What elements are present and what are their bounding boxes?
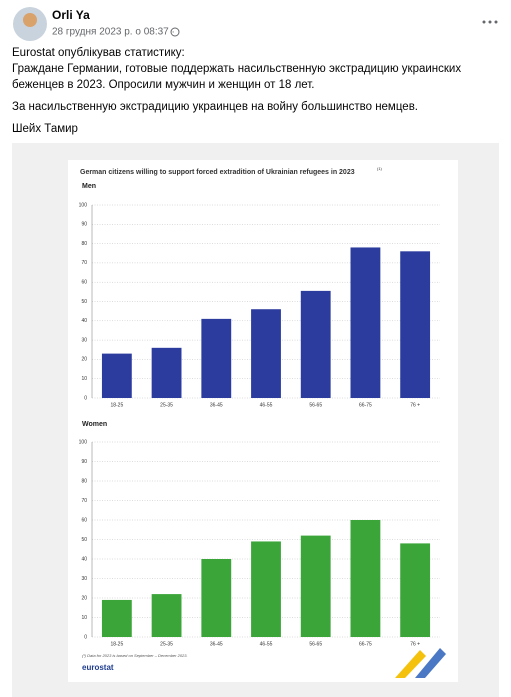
chart-title: German citizens willing to support force…	[80, 169, 355, 176]
bar	[101, 353, 132, 398]
timestamp[interactable]: 28 грудня 2023 р. о 08:37 ·	[52, 27, 175, 38]
x-tick-label: 76 +	[410, 402, 420, 408]
y-tick-label: 70	[81, 260, 87, 266]
logo-shape	[395, 650, 426, 678]
bar	[101, 599, 132, 637]
y-tick-label: 50	[81, 537, 87, 543]
dot	[482, 20, 486, 24]
title-note: (1)	[377, 166, 383, 171]
y-tick-label: 20	[81, 595, 87, 601]
bar	[201, 559, 232, 637]
dot	[494, 20, 498, 24]
post-text: Шейх Тамир	[12, 123, 78, 135]
bar	[400, 543, 431, 637]
bar	[251, 309, 281, 398]
x-tick-label: 36-45	[210, 402, 223, 408]
post-text: Граждане Германии, готовые поддержать на…	[12, 63, 461, 75]
author[interactable]: Orli Ya	[52, 8, 90, 22]
y-tick-label: 100	[79, 439, 88, 445]
x-tick-label: 66-75	[359, 641, 372, 647]
x-tick-label: 76 +	[410, 641, 420, 647]
post-text: За насильственную экстрадицию украинцев …	[12, 101, 418, 113]
logo: eurostat	[82, 663, 114, 672]
y-tick-label: 80	[81, 478, 87, 484]
bar	[251, 541, 281, 637]
x-tick-label: 66-75	[359, 402, 372, 408]
bar	[151, 594, 182, 637]
x-tick-label: 25-35	[160, 402, 173, 408]
x-tick-label: 18-25	[110, 402, 123, 408]
dot	[488, 20, 492, 24]
bar	[151, 347, 182, 398]
y-tick-label: 60	[81, 517, 87, 523]
y-tick-label: 100	[79, 202, 88, 208]
x-tick-label: 36-45	[210, 641, 223, 647]
y-tick-label: 40	[81, 318, 87, 324]
y-tick-label: 10	[81, 615, 87, 621]
avatar-face	[23, 13, 37, 27]
x-tick-label: 25-35	[160, 641, 173, 647]
bar	[300, 535, 331, 637]
y-tick-label: 30	[81, 576, 87, 582]
post-text: беженцев в 2023. Опросили мужчин и женщи…	[12, 79, 315, 91]
bar	[400, 251, 431, 398]
y-tick-label: 90	[81, 459, 87, 465]
x-tick-label: 46-55	[260, 402, 273, 408]
y-tick-label: 50	[81, 299, 87, 305]
y-tick-label: 0	[84, 634, 87, 640]
y-tick-label: 20	[81, 357, 87, 363]
y-tick-label: 0	[84, 395, 87, 401]
globe-icon	[170, 27, 180, 37]
bar	[300, 290, 331, 398]
y-tick-label: 90	[81, 222, 87, 228]
bar	[201, 318, 232, 398]
post-text: Eurostat опублікував статистику:	[12, 47, 185, 59]
chart-subtitle: Men	[82, 183, 96, 190]
x-tick-label: 18-25	[110, 641, 123, 647]
bar	[350, 520, 381, 637]
chart-subtitle: Women	[82, 421, 107, 428]
x-tick-label: 56-65	[309, 641, 322, 647]
menu-dots[interactable]	[482, 20, 498, 24]
y-tick-label: 40	[81, 556, 87, 562]
y-tick-label: 60	[81, 280, 87, 286]
y-tick-label: 70	[81, 498, 87, 504]
y-tick-label: 10	[81, 376, 87, 382]
y-tick-label: 30	[81, 337, 87, 343]
x-tick-label: 56-65	[309, 402, 322, 408]
logo-shape	[415, 648, 446, 678]
x-tick-label: 46-55	[260, 641, 273, 647]
y-tick-label: 80	[81, 241, 87, 247]
footnote: (¹) Data for 2023 is based on September …	[82, 653, 188, 658]
bar	[350, 247, 381, 398]
